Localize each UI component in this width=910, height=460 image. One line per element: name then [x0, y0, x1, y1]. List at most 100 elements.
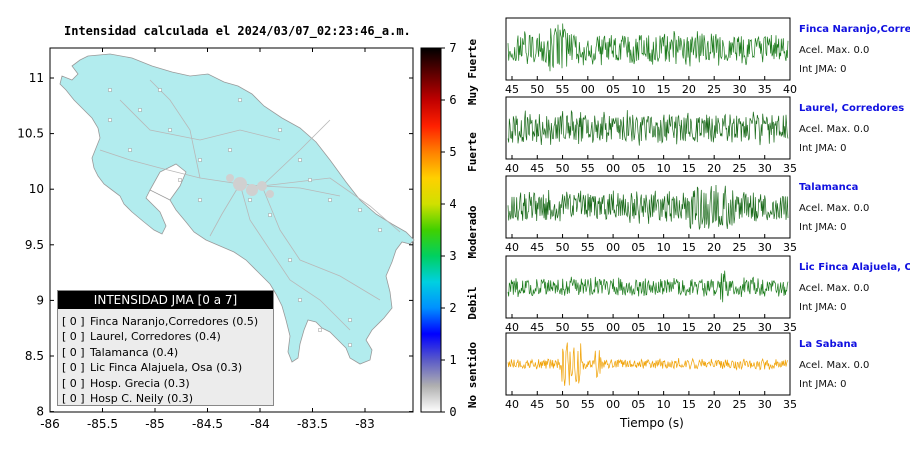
legend-item-label: Talamanca (0.4) — [90, 345, 179, 359]
station-jma-intensity: Int JMA: 0 — [799, 143, 847, 154]
waveform-panel: 40 45 50 55 00 05 10 15 20 25 30 35 — [505, 175, 797, 254]
time-axis-label: Tiempo (s) — [620, 416, 684, 430]
waveform-trace — [507, 270, 789, 303]
waveform-tick-label: 55 — [581, 321, 595, 334]
station-jma-intensity: Int JMA: 0 — [799, 379, 847, 390]
waveform-trace — [507, 109, 789, 146]
waveform-tick-label: 15 — [682, 321, 696, 334]
waveform-tick-label: 50 — [556, 162, 570, 175]
waveform-tick-label: 50 — [556, 398, 570, 411]
scale-category-label: Debil — [466, 286, 479, 319]
scale-tick-label: 1 — [449, 353, 456, 367]
costa-rica-land — [59, 53, 415, 365]
waveform-tick-label: 45 — [530, 162, 544, 175]
waveform-panel: 40 45 50 55 00 05 10 15 20 25 30 35 — [505, 332, 797, 411]
color-scale-bar — [420, 47, 442, 413]
waveform-panel: 40 45 50 55 00 05 10 15 20 25 30 35 — [505, 255, 797, 334]
scale-category-label: No sentido — [466, 342, 479, 409]
waveform-tick-label: 20 — [707, 162, 721, 175]
waveform-tick-label: 05 — [631, 162, 645, 175]
legend-item-bracket: [ 0 ] — [62, 345, 85, 359]
waveform-tick-label: 05 — [631, 321, 645, 334]
intensity-legend: INTENSIDAD JMA [0 a 7] [ 0 ] Finca Naranj… — [57, 290, 274, 406]
map-x-axis: -86 -85.5 -85 -84.5 -84 -83.5 -83 — [40, 48, 375, 431]
waveform-tick-label: 15 — [682, 162, 696, 175]
legend-item: [ 0 ] Finca Naranjo,Corredores (0.5) — [62, 314, 273, 329]
waveform-tick-label: 35 — [783, 241, 797, 254]
waveform-tick-label: 00 — [606, 162, 620, 175]
map-y-tick-label: 9.5 — [25, 238, 44, 252]
waveform-tick-label: 40 — [505, 241, 519, 254]
map-y-tick-label: 9 — [36, 293, 44, 307]
waveform-tick-label: 20 — [682, 83, 696, 96]
map-x-tick-label: -83 — [355, 417, 375, 431]
scale-category-label: Fuerte — [466, 132, 479, 172]
station-name: Laurel, Corredores — [799, 103, 905, 114]
waveform-tick-label: 25 — [732, 321, 746, 334]
waveform-tick-label: 45 — [530, 398, 544, 411]
waveform-tick-label: 30 — [732, 83, 746, 96]
map-y-tick-label: 11 — [29, 71, 44, 85]
waveform-trace — [507, 23, 789, 72]
waveform-tick-label: 10 — [657, 241, 671, 254]
waveform-tick-label: 50 — [556, 241, 570, 254]
station-max-accel: Acel. Max. 0.0 — [799, 124, 870, 135]
waveform-tick-label: 25 — [732, 398, 746, 411]
legend-item-bracket: [ 0 ] — [62, 376, 85, 390]
legend-item-bracket: [ 0 ] — [62, 361, 85, 375]
waveform-tick-label: 00 — [581, 83, 595, 96]
waveform-tick-label: 15 — [657, 83, 671, 96]
waveform-tick-label: 00 — [606, 241, 620, 254]
waveform-tick-label: 30 — [758, 162, 772, 175]
scale-tick-label: 3 — [449, 249, 456, 263]
station-max-accel: Acel. Max. 0.0 — [799, 283, 870, 294]
station-name: Finca Naranjo,Corredor — [799, 24, 910, 35]
waveform-tick-label: 35 — [783, 398, 797, 411]
waveform-tick-label: 50 — [530, 83, 544, 96]
scale-tick-label: 5 — [449, 145, 456, 159]
legend-item-label: Hosp C. Neily (0.3) — [90, 391, 194, 405]
legend-item-bracket: [ 0 ] — [62, 315, 85, 328]
waveform-tick-label: 10 — [657, 321, 671, 334]
station-max-accel: Acel. Max. 0.0 — [799, 45, 870, 56]
map-x-tick-label: -85 — [145, 417, 165, 431]
waveform-tick-label: 05 — [631, 241, 645, 254]
waveform-tick-label: 40 — [505, 321, 519, 334]
waveform-tick-label: 30 — [758, 398, 772, 411]
station-max-accel: Acel. Max. 0.0 — [799, 203, 870, 214]
waveform-tick-label: 05 — [631, 398, 645, 411]
waveform-tick-label: 25 — [732, 241, 746, 254]
waveform-tick-label: 25 — [707, 83, 721, 96]
waveform-tick-label: 10 — [657, 162, 671, 175]
city-cluster — [226, 174, 274, 198]
legend-list: [ 0 ] Finca Naranjo,Corredores (0.5)[ 0 ]… — [58, 309, 273, 406]
legend-item-bracket: [ 0 ] — [62, 391, 85, 405]
waveform-panel: 45 50 55 00 05 10 15 20 25 30 35 40 — [505, 17, 797, 96]
legend-item-label: Finca Naranjo,Corredores (0.5) — [90, 315, 259, 328]
legend-item-label: Lic Finca Alajuela, Osa (0.3) — [90, 361, 243, 375]
waveform-tick-label: 30 — [758, 241, 772, 254]
map-title: Intensidad calculada el 2024/03/07_02:23… — [64, 24, 411, 38]
waveform-tick-label: 35 — [783, 162, 797, 175]
legend-item: [ 0 ] Laurel, Corredores (0.4) — [62, 329, 273, 344]
waveform-tick-label: 10 — [657, 398, 671, 411]
station-max-accel: Acel. Max. 0.0 — [799, 360, 870, 371]
scale-tick-label: 4 — [449, 197, 456, 211]
map-x-tick-label: -84.5 — [192, 417, 223, 431]
scale-category-label: Muy Fuerte — [466, 39, 479, 106]
scale-tick-label: 6 — [449, 93, 456, 107]
waveform-tick-label: 20 — [707, 241, 721, 254]
waveform-tick-label: 00 — [606, 321, 620, 334]
legend-item: [ 0 ] Lic Finca Alajuela, Osa (0.3) — [62, 360, 273, 375]
waveform-tick-label: 40 — [783, 83, 797, 96]
station-name: Lic Finca Alajuela, Osa — [799, 262, 910, 273]
scale-tick-label: 2 — [449, 301, 456, 315]
waveform-tick-label: 55 — [581, 241, 595, 254]
scale-tick-label: 7 — [449, 41, 456, 55]
waveform-tick-label: 15 — [682, 241, 696, 254]
waveform-tick-label: 55 — [581, 162, 595, 175]
map-x-tick-label: -84 — [250, 417, 270, 431]
legend-item-label: Laurel, Corredores (0.4) — [90, 330, 221, 344]
station-markers — [108, 88, 382, 347]
